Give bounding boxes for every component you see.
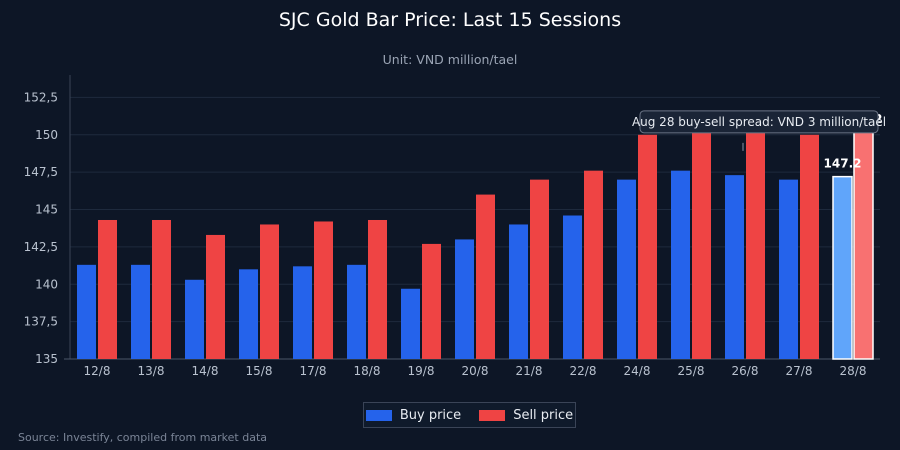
buy-price-bar bbox=[671, 170, 690, 359]
buy-price-bar bbox=[347, 264, 366, 359]
legend-label-sell: Sell price bbox=[513, 407, 574, 423]
chart-subtitle: Unit: VND million/tael bbox=[382, 52, 518, 67]
y-tick-label: 147,5 bbox=[24, 165, 58, 179]
x-tick-label: 14/8 bbox=[192, 364, 219, 378]
chart-legend: Buy price Sell price bbox=[363, 402, 576, 428]
sell-price-bar bbox=[692, 125, 711, 360]
sell-price-bar bbox=[476, 194, 495, 359]
x-tick-label: 21/8 bbox=[516, 364, 543, 378]
y-tick-label: 145 bbox=[35, 203, 58, 217]
annotation-box bbox=[639, 110, 879, 134]
sell-price-bar bbox=[206, 234, 225, 359]
sell-price-bar bbox=[98, 219, 117, 359]
buy-price-bar bbox=[131, 264, 150, 359]
x-tick-label: 26/8 bbox=[732, 364, 759, 378]
buy-price-bar bbox=[563, 215, 582, 359]
x-tick-label: 20/8 bbox=[462, 364, 489, 378]
sell-price-bar bbox=[152, 219, 171, 359]
x-tick-label: 17/8 bbox=[300, 364, 327, 378]
buy-price-bar bbox=[509, 224, 528, 359]
legend-label-buy: Buy price bbox=[399, 407, 462, 423]
sell-price-bar bbox=[800, 134, 819, 359]
annotation-text: Aug 28 buy-sell spread: VND 3 million/ta… bbox=[632, 115, 886, 129]
x-tick-label: 27/8 bbox=[786, 364, 813, 378]
x-tick-label: 12/8 bbox=[84, 364, 111, 378]
sell-price-bar bbox=[260, 224, 279, 359]
y-tick-label: 137,5 bbox=[24, 315, 58, 329]
x-tick-label: 22/8 bbox=[570, 364, 597, 378]
sell-price-bar bbox=[422, 243, 441, 359]
chart-title: SJC Gold Bar Price: Last 15 Sessions bbox=[278, 9, 622, 31]
buy-price-bar bbox=[293, 266, 312, 359]
legend-item-buy[interactable]: Buy price bbox=[365, 407, 462, 423]
buy-price-bar bbox=[185, 279, 204, 359]
buy-price-bar bbox=[239, 269, 258, 359]
x-tick-label: 28/8 bbox=[840, 364, 867, 378]
data-label: 147.2 bbox=[824, 157, 862, 171]
legend-swatch-buy bbox=[365, 409, 392, 421]
y-tick-label: 152,5 bbox=[24, 90, 58, 104]
x-tick-label: 25/8 bbox=[678, 364, 705, 378]
y-tick-label: 150 bbox=[35, 128, 58, 142]
sell-price-bar bbox=[638, 134, 657, 359]
x-tick-label: 15/8 bbox=[246, 364, 273, 378]
y-tick-label: 140 bbox=[35, 277, 58, 291]
buy-price-bar bbox=[401, 288, 420, 359]
source-note: Source: Investify, compiled from market … bbox=[18, 431, 267, 444]
buy-price-bar bbox=[617, 179, 636, 359]
sell-price-bar bbox=[368, 219, 387, 359]
x-tick-label: 18/8 bbox=[354, 364, 381, 378]
x-tick-label: 13/8 bbox=[138, 364, 165, 378]
legend-swatch-sell bbox=[479, 409, 506, 421]
buy-price-bar bbox=[455, 239, 474, 359]
sell-price-bar bbox=[746, 130, 765, 359]
buy-price-bar bbox=[779, 179, 798, 359]
y-tick-label: 142,5 bbox=[24, 240, 58, 254]
sell-price-bar bbox=[314, 221, 333, 359]
buy-price-bar bbox=[832, 175, 853, 360]
buy-price-bar bbox=[77, 264, 96, 359]
x-tick-label: 19/8 bbox=[408, 364, 435, 378]
x-tick-label: 24/8 bbox=[624, 364, 651, 378]
sell-price-bar bbox=[530, 179, 549, 359]
y-tick-label: 135 bbox=[35, 352, 58, 366]
legend-item-sell[interactable]: Sell price bbox=[479, 408, 573, 423]
buy-price-bar bbox=[725, 175, 744, 359]
sell-price-bar bbox=[584, 170, 603, 359]
